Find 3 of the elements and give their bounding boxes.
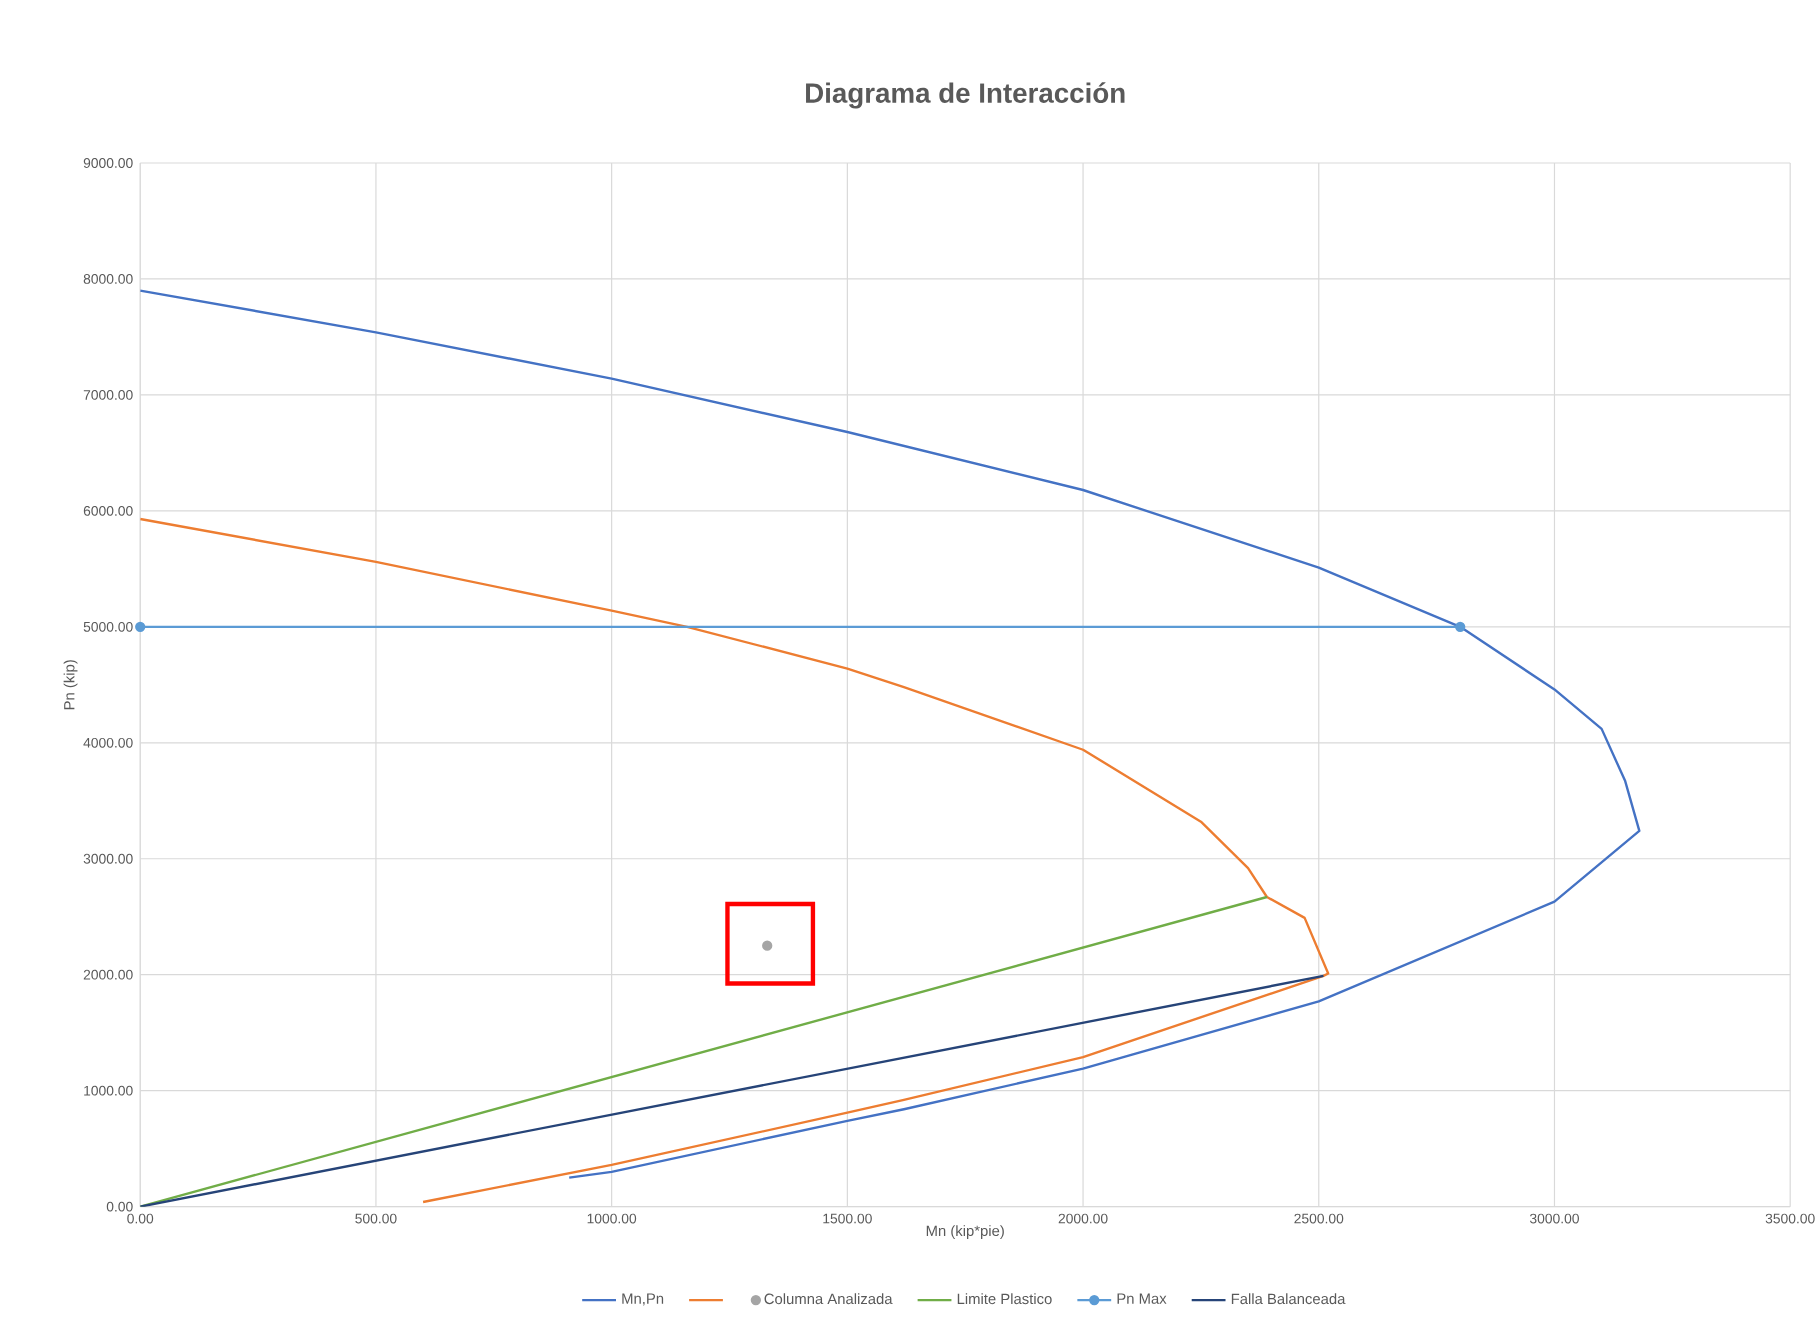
line-series [140,517,1330,1204]
chart-title: Diagrama de Interacción [806,82,1125,109]
line-series [140,289,1641,1179]
